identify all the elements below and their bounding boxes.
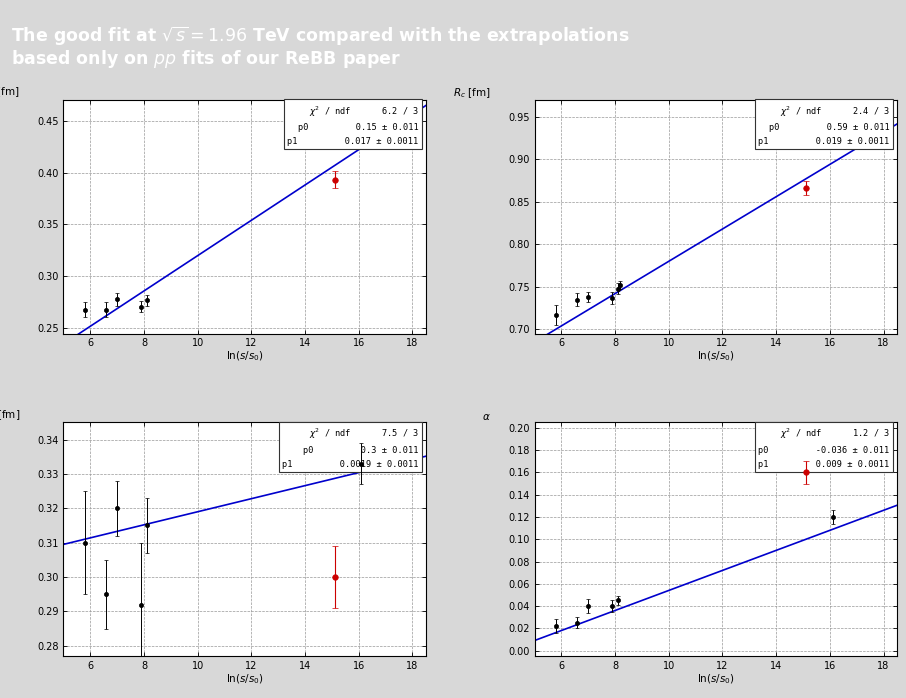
Text: The good fit at $\sqrt{s} = 1.96$ TeV compared with the extrapolations: The good fit at $\sqrt{s} = 1.96$ TeV co… (11, 24, 630, 47)
Text: based only on $pp$ fits of our ReBB paper: based only on $pp$ fits of our ReBB pape… (11, 47, 401, 70)
Y-axis label: $R_c$ [fm]: $R_c$ [fm] (453, 86, 491, 100)
Text: $\chi^2$ / ndf      1.2 / 3
p0         -0.036 ± 0.011
p1         0.009 ± 0.0011: $\chi^2$ / ndf 1.2 / 3 p0 -0.036 ± 0.011… (758, 427, 890, 468)
X-axis label: $\mathrm{ln}(s/s_0)$: $\mathrm{ln}(s/s_0)$ (226, 672, 264, 686)
Y-axis label: $R_q$ [fm]: $R_q$ [fm] (0, 85, 20, 100)
Y-axis label: $R_{el}$ [fm]: $R_{el}$ [fm] (0, 408, 20, 422)
Text: $\chi^2$ / ndf      6.2 / 3
p0         0.15 ± 0.011
p1         0.017 ± 0.0011: $\chi^2$ / ndf 6.2 / 3 p0 0.15 ± 0.011 p… (287, 105, 419, 146)
X-axis label: $\mathrm{ln}(s/s_0)$: $\mathrm{ln}(s/s_0)$ (226, 350, 264, 364)
X-axis label: $\mathrm{ln}(s/s_0)$: $\mathrm{ln}(s/s_0)$ (697, 672, 735, 686)
Y-axis label: $\alpha$: $\alpha$ (482, 413, 491, 422)
Text: $\chi^2$ / ndf      2.4 / 3
p0         0.59 ± 0.011
p1         0.019 ± 0.0011: $\chi^2$ / ndf 2.4 / 3 p0 0.59 ± 0.011 p… (758, 105, 890, 146)
X-axis label: $\mathrm{ln}(s/s_0)$: $\mathrm{ln}(s/s_0)$ (697, 350, 735, 364)
Text: $\chi^2$ / ndf      7.5 / 3
p0         0.3 ± 0.011
p1         0.0019 ± 0.0011: $\chi^2$ / ndf 7.5 / 3 p0 0.3 ± 0.011 p1… (282, 427, 419, 468)
